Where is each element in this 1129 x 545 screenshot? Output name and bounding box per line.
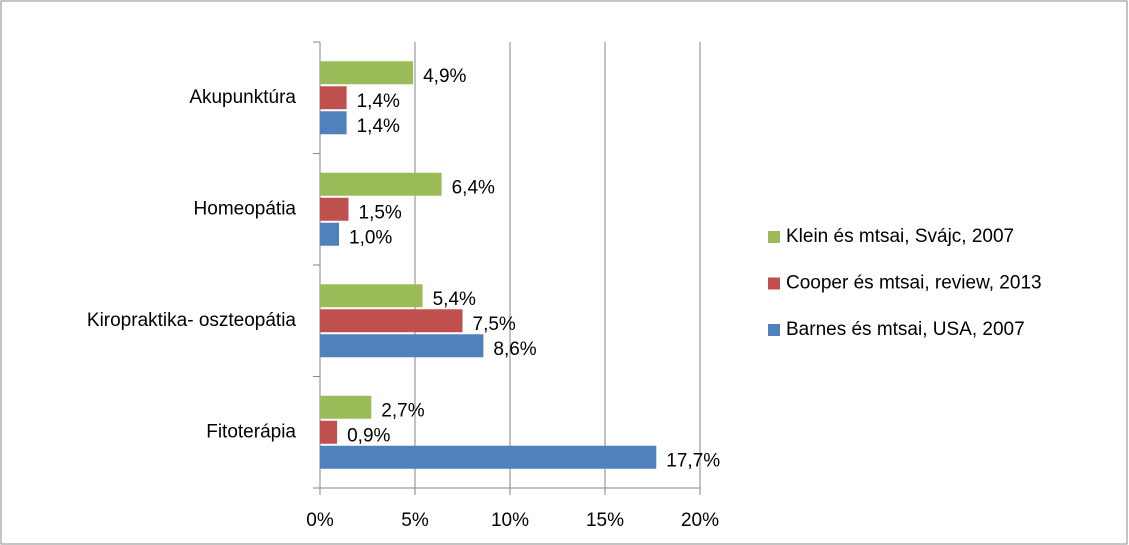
value-label: 6,4%	[452, 177, 495, 198]
x-tick-label: 5%	[401, 510, 429, 531]
x-tick-label: 0%	[306, 510, 334, 531]
category-label: Homeopátia	[194, 198, 297, 219]
legend-label: Cooper és mtsai, review, 2013	[786, 273, 1042, 294]
value-label: 7,5%	[473, 314, 516, 335]
bar	[320, 420, 338, 444]
x-tick-label: 10%	[491, 510, 529, 531]
value-label: 4,9%	[423, 66, 466, 87]
value-label: 5,4%	[433, 289, 476, 310]
bar	[320, 445, 657, 469]
value-label: 8,6%	[493, 339, 536, 360]
bar	[320, 86, 347, 110]
value-label: 0,9%	[347, 425, 390, 446]
value-label: 17,7%	[666, 450, 720, 471]
bar	[320, 334, 484, 358]
legend-swatch	[768, 277, 780, 290]
x-tick-label: 20%	[681, 510, 719, 531]
bar	[320, 197, 349, 221]
legend-swatch	[768, 231, 780, 243]
value-label: 1,0%	[349, 227, 392, 248]
bar	[320, 172, 442, 196]
legend-label: Klein és mtsai, Svájc, 2007	[786, 226, 1014, 247]
value-label: 2,7%	[381, 400, 424, 421]
value-label: 1,5%	[359, 202, 402, 223]
legend-label: Barnes és mtsai, USA, 2007	[786, 319, 1025, 340]
x-tick-label: 15%	[586, 510, 624, 531]
bar	[320, 222, 339, 246]
legend-swatch	[768, 324, 780, 336]
bar	[320, 309, 463, 333]
category-label: Akupunktúra	[189, 87, 296, 108]
bar	[320, 61, 414, 85]
category-label: Kiropraktika- oszteopátia	[87, 310, 297, 331]
bar	[320, 111, 347, 135]
value-label: 1,4%	[357, 91, 400, 112]
value-label: 1,4%	[357, 116, 400, 137]
bar	[320, 284, 423, 308]
bar	[320, 395, 372, 419]
category-label: Fitoterápia	[206, 421, 296, 442]
